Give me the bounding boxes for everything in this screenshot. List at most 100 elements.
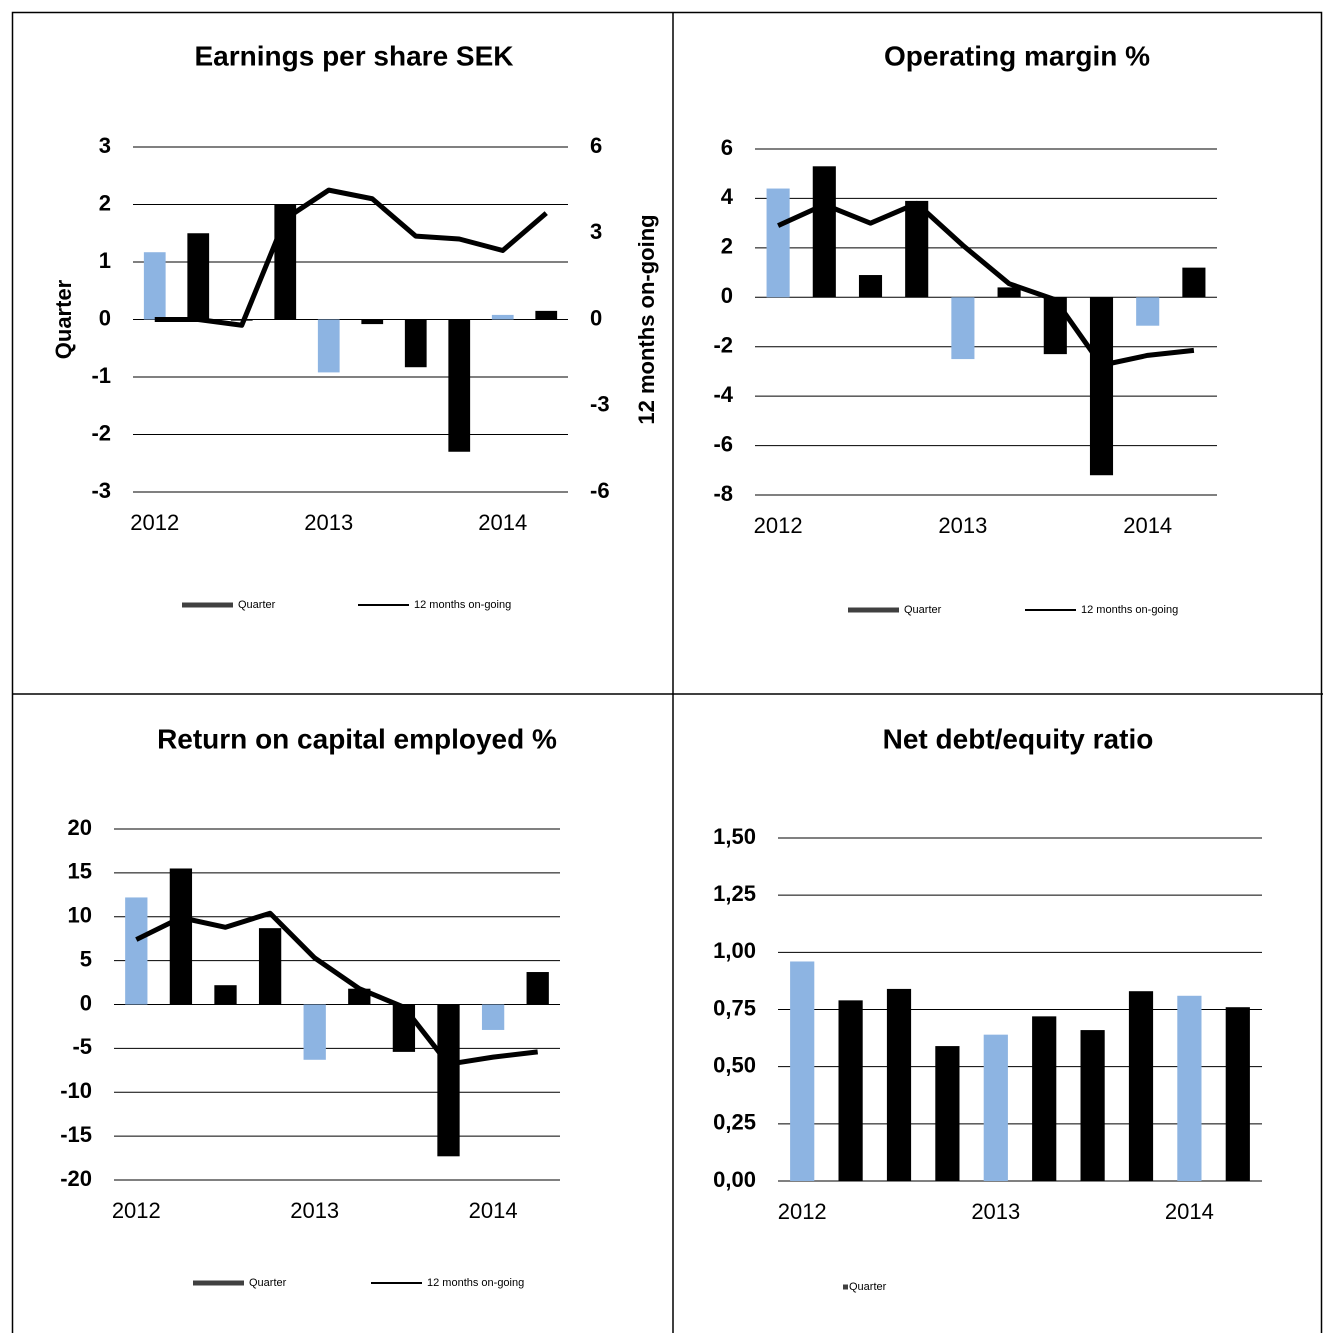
y-tick-label: -2: [91, 420, 111, 445]
y-tick-label: 1,00: [713, 938, 756, 963]
bar: [886, 988, 912, 1181]
line: [135, 910, 538, 1067]
bar: [951, 297, 975, 360]
chart-title: Earnings per share SEK: [194, 40, 513, 71]
bar: [448, 319, 471, 452]
y-tick-label: -3: [91, 478, 111, 503]
y-tick-label: 5: [80, 946, 92, 971]
y-tick-label: 20: [68, 815, 92, 840]
y-tick-label: 1,50: [713, 824, 756, 849]
y-tick-label: -10: [60, 1078, 92, 1103]
y2-tick-label: 6: [590, 133, 602, 158]
bar: [1128, 991, 1154, 1181]
y-tick-label: 0,25: [713, 1110, 756, 1135]
bar: [790, 961, 815, 1181]
bar: [838, 1000, 863, 1181]
chart-title: Net debt/equity ratio: [883, 723, 1154, 754]
y-tick-label: -2: [713, 333, 733, 358]
legend-label: Quarter: [249, 1277, 287, 1289]
bar: [361, 319, 384, 325]
y-tick-label: 0,75: [713, 995, 756, 1020]
y-tick-label: 4: [721, 184, 734, 209]
bar: [905, 200, 929, 298]
line: [154, 187, 548, 328]
y-tick-label: 0,50: [713, 1052, 756, 1077]
y-tick-label: -20: [60, 1166, 92, 1191]
y-axis-label: Quarter: [51, 279, 76, 359]
bar: [143, 252, 166, 320]
bar: [1182, 267, 1206, 298]
bar: [303, 1004, 326, 1060]
y-tick-label: 1,25: [713, 881, 756, 906]
y-tick-label: -6: [713, 431, 733, 456]
x-tick-label: 2012: [754, 513, 803, 538]
y-tick-label: 1: [99, 248, 111, 273]
bar: [812, 166, 836, 298]
x-tick-label: 2014: [478, 510, 527, 535]
y-tick-label: 0: [80, 990, 92, 1015]
bar: [169, 868, 193, 1005]
bar: [258, 928, 282, 1005]
line: [777, 200, 1195, 368]
y-tick-label: -1: [91, 363, 111, 388]
legend-label: Quarter: [904, 604, 942, 616]
y2-tick-label: -3: [590, 392, 610, 417]
bar: [392, 1004, 416, 1052]
legend-swatch: [843, 1284, 848, 1290]
bar: [1032, 1016, 1057, 1181]
x-tick-label: 2012: [778, 1199, 827, 1224]
legend-label: 12 months on-going: [1081, 604, 1178, 616]
bar: [1080, 1030, 1105, 1181]
y-tick-label: 15: [68, 859, 92, 884]
bar: [317, 319, 340, 373]
y-tick-label: 6: [721, 135, 733, 160]
y2-axis-label: 12 months on-going: [634, 214, 659, 424]
x-tick-label: 2013: [304, 510, 353, 535]
legend-label: 12 months on-going: [414, 599, 511, 611]
bar: [214, 985, 237, 1005]
bar: [858, 275, 883, 298]
y-tick-label: 10: [68, 903, 92, 928]
chart-title: Return on capital employed %: [157, 723, 557, 754]
y-tick-label: 2: [99, 190, 111, 215]
bar: [187, 233, 210, 320]
bar: [1043, 297, 1067, 355]
bar: [535, 310, 558, 320]
bar: [1089, 297, 1114, 476]
x-tick-label: 2013: [938, 513, 987, 538]
x-tick-label: 2012: [112, 1198, 161, 1223]
y-tick-label: -5: [72, 1034, 92, 1059]
y-tick-label: -15: [60, 1122, 92, 1147]
y-tick-label: 2: [721, 234, 733, 259]
y2-tick-label: 3: [590, 219, 602, 244]
bar: [1136, 297, 1160, 326]
bar: [766, 188, 790, 298]
bar: [491, 314, 514, 320]
bar: [437, 1004, 460, 1157]
x-tick-label: 2014: [1165, 1199, 1214, 1224]
chart-title: Operating margin %: [884, 40, 1150, 71]
bar: [1177, 995, 1202, 1181]
y-tick-label: 0,00: [713, 1167, 756, 1192]
x-tick-label: 2013: [290, 1198, 339, 1223]
bar: [935, 1046, 960, 1181]
y-tick-label: 0: [721, 283, 733, 308]
y2-tick-label: -6: [590, 478, 610, 503]
y-tick-label: 0: [99, 305, 111, 330]
bar: [526, 972, 549, 1005]
x-tick-label: 2014: [469, 1198, 518, 1223]
bar: [983, 1034, 1008, 1181]
bar: [1225, 1007, 1250, 1181]
y2-tick-label: 0: [590, 305, 602, 330]
legend-label: Quarter: [238, 599, 276, 611]
y-tick-label: 3: [99, 133, 111, 158]
bar: [481, 1004, 505, 1030]
x-tick-label: 2013: [971, 1199, 1020, 1224]
bar: [404, 319, 427, 368]
frame: [11, 11, 1323, 1333]
x-tick-label: 2012: [130, 510, 179, 535]
y-tick-label: -8: [713, 481, 733, 506]
y-tick-label: -4: [713, 382, 733, 407]
bar: [997, 287, 1021, 298]
